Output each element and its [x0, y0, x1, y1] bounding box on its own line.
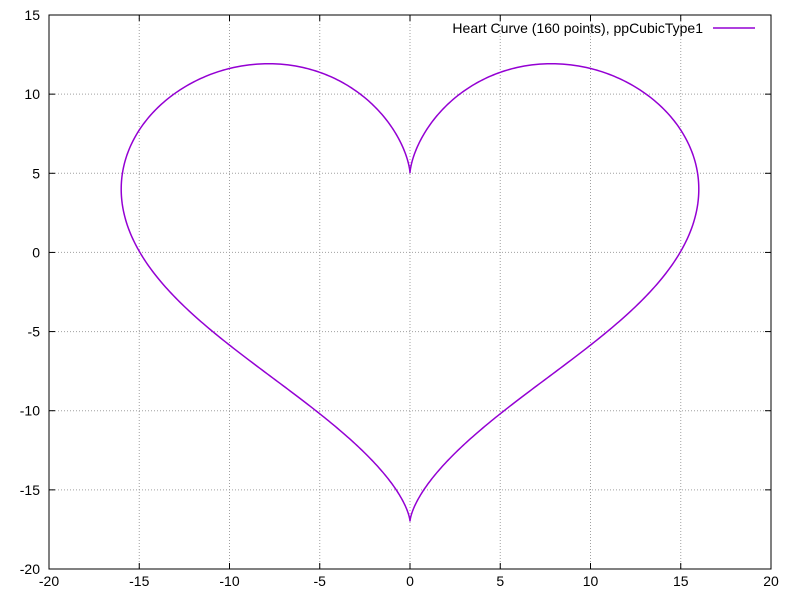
y-tick-label: 5 — [32, 165, 40, 181]
y-tick-label: 15 — [24, 7, 40, 23]
legend: Heart Curve (160 points), ppCubicType1 — [452, 20, 755, 36]
y-tick-label: -10 — [20, 403, 40, 419]
x-tick-label: -20 — [39, 573, 59, 589]
x-tick-label: 15 — [673, 573, 689, 589]
y-tick-label: -20 — [20, 561, 40, 577]
y-tick-label: -15 — [20, 482, 40, 498]
x-tick-label: -15 — [129, 573, 149, 589]
x-tick-label: -5 — [314, 573, 327, 589]
x-tick-label: 10 — [583, 573, 599, 589]
x-tick-labels: -20 -15 -10 -5 0 5 10 15 20 — [39, 573, 779, 589]
y-tick-label: -5 — [28, 324, 41, 340]
grid-lines — [49, 15, 771, 569]
x-tick-label: 5 — [496, 573, 504, 589]
y-tick-labels: -20 -15 -10 -5 0 5 10 15 — [20, 7, 40, 577]
y-tick-label: 10 — [24, 86, 40, 102]
y-tick-label: 0 — [32, 244, 40, 260]
axis-ticks — [48, 14, 772, 570]
heart-curve-series — [120, 62, 700, 522]
x-tick-label: 0 — [406, 573, 414, 589]
x-tick-label: 20 — [763, 573, 779, 589]
x-tick-label: -10 — [219, 573, 239, 589]
legend-label: Heart Curve (160 points), ppCubicType1 — [452, 20, 703, 36]
